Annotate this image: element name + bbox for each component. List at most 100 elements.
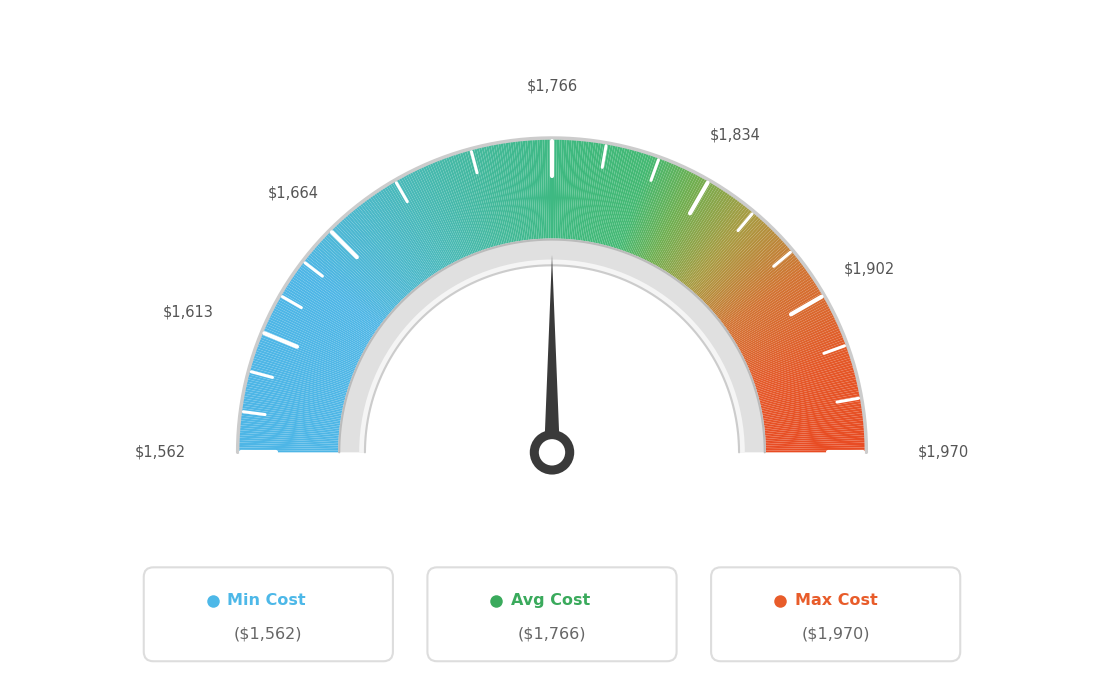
Wedge shape bbox=[325, 234, 400, 306]
Wedge shape bbox=[316, 243, 393, 312]
Wedge shape bbox=[755, 360, 853, 391]
Wedge shape bbox=[763, 408, 863, 424]
Wedge shape bbox=[666, 187, 722, 274]
Wedge shape bbox=[765, 440, 867, 446]
Wedge shape bbox=[287, 282, 373, 338]
Wedge shape bbox=[743, 314, 836, 360]
Wedge shape bbox=[764, 433, 866, 441]
Wedge shape bbox=[443, 157, 480, 253]
Wedge shape bbox=[732, 284, 819, 339]
Wedge shape bbox=[747, 328, 841, 369]
Wedge shape bbox=[282, 290, 370, 344]
Wedge shape bbox=[698, 223, 769, 298]
Wedge shape bbox=[238, 430, 340, 439]
Wedge shape bbox=[697, 221, 767, 297]
Wedge shape bbox=[559, 138, 564, 239]
Wedge shape bbox=[675, 195, 735, 279]
Wedge shape bbox=[328, 230, 402, 303]
Wedge shape bbox=[532, 139, 540, 240]
Wedge shape bbox=[644, 169, 690, 262]
Wedge shape bbox=[262, 330, 357, 371]
Wedge shape bbox=[702, 230, 776, 303]
Wedge shape bbox=[668, 188, 724, 275]
Wedge shape bbox=[718, 256, 799, 321]
Wedge shape bbox=[671, 193, 731, 277]
Wedge shape bbox=[733, 288, 821, 343]
Wedge shape bbox=[747, 330, 842, 371]
Wedge shape bbox=[241, 406, 341, 422]
Wedge shape bbox=[257, 342, 353, 379]
Wedge shape bbox=[750, 337, 846, 375]
Wedge shape bbox=[243, 393, 343, 414]
Wedge shape bbox=[765, 445, 867, 449]
Wedge shape bbox=[564, 139, 572, 240]
Wedge shape bbox=[752, 344, 848, 380]
Wedge shape bbox=[734, 290, 822, 344]
Wedge shape bbox=[582, 141, 598, 242]
Wedge shape bbox=[705, 235, 782, 306]
Wedge shape bbox=[252, 357, 349, 390]
Wedge shape bbox=[719, 258, 800, 322]
Wedge shape bbox=[276, 299, 367, 350]
Wedge shape bbox=[244, 386, 344, 409]
Wedge shape bbox=[597, 145, 620, 245]
Wedge shape bbox=[455, 152, 488, 250]
Text: $1,562: $1,562 bbox=[135, 445, 185, 460]
Wedge shape bbox=[687, 208, 752, 288]
Wedge shape bbox=[764, 428, 866, 437]
Wedge shape bbox=[510, 141, 526, 242]
Wedge shape bbox=[764, 425, 866, 435]
Wedge shape bbox=[524, 139, 535, 240]
Wedge shape bbox=[574, 139, 586, 241]
Wedge shape bbox=[711, 243, 788, 312]
Wedge shape bbox=[754, 353, 851, 386]
Wedge shape bbox=[665, 186, 721, 273]
Wedge shape bbox=[240, 415, 341, 429]
Wedge shape bbox=[457, 152, 489, 250]
Wedge shape bbox=[575, 140, 588, 241]
Wedge shape bbox=[290, 275, 376, 334]
Wedge shape bbox=[479, 146, 503, 246]
Wedge shape bbox=[761, 388, 860, 411]
Text: ($1,766): ($1,766) bbox=[518, 626, 586, 641]
Wedge shape bbox=[512, 140, 527, 242]
Wedge shape bbox=[694, 218, 764, 295]
Wedge shape bbox=[392, 181, 445, 269]
Wedge shape bbox=[742, 310, 834, 357]
Wedge shape bbox=[623, 156, 658, 252]
Wedge shape bbox=[245, 382, 344, 406]
Wedge shape bbox=[736, 297, 826, 348]
Wedge shape bbox=[763, 415, 864, 429]
Wedge shape bbox=[476, 147, 502, 246]
Wedge shape bbox=[676, 197, 736, 280]
Wedge shape bbox=[255, 346, 352, 382]
Text: $1,970: $1,970 bbox=[919, 445, 969, 460]
Text: $1,766: $1,766 bbox=[527, 79, 577, 94]
Text: Max Cost: Max Cost bbox=[795, 593, 878, 608]
Wedge shape bbox=[337, 221, 407, 297]
Wedge shape bbox=[664, 184, 719, 272]
Circle shape bbox=[538, 437, 566, 467]
Wedge shape bbox=[380, 188, 436, 275]
Wedge shape bbox=[760, 386, 860, 409]
Wedge shape bbox=[237, 437, 340, 444]
Wedge shape bbox=[237, 450, 339, 453]
Wedge shape bbox=[388, 183, 443, 271]
Wedge shape bbox=[295, 270, 379, 330]
Wedge shape bbox=[530, 139, 539, 240]
Wedge shape bbox=[346, 213, 414, 292]
Wedge shape bbox=[692, 217, 762, 294]
Wedge shape bbox=[752, 346, 849, 382]
Wedge shape bbox=[375, 191, 434, 277]
Wedge shape bbox=[737, 299, 828, 350]
Wedge shape bbox=[620, 155, 656, 252]
Wedge shape bbox=[242, 398, 342, 417]
Wedge shape bbox=[554, 138, 556, 239]
Wedge shape bbox=[310, 250, 389, 317]
Wedge shape bbox=[542, 138, 546, 239]
Wedge shape bbox=[268, 314, 361, 360]
Wedge shape bbox=[273, 305, 364, 354]
Wedge shape bbox=[762, 403, 863, 421]
Wedge shape bbox=[744, 316, 837, 362]
Wedge shape bbox=[371, 194, 431, 278]
